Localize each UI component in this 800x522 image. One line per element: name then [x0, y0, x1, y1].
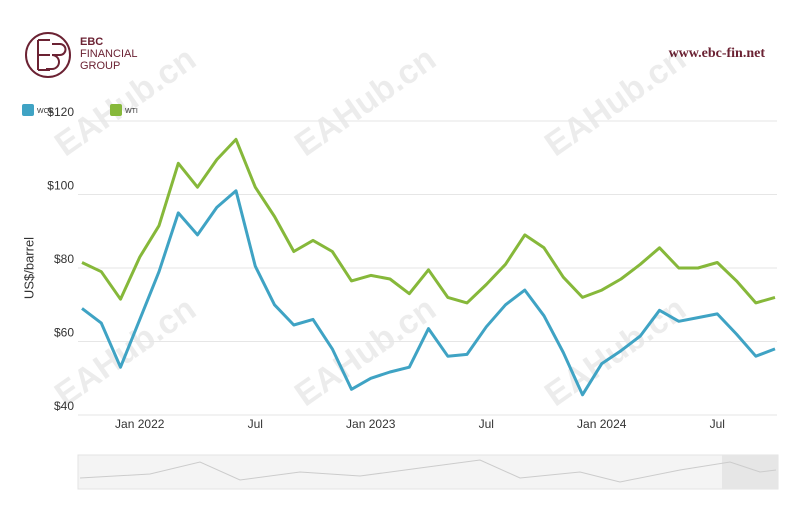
navigator-window: [722, 455, 778, 489]
brand-line: GROUP: [80, 60, 120, 72]
legend-label: WTI: [125, 108, 138, 115]
y-tick-label: $40: [54, 399, 74, 413]
x-tick-label: Jan 2023: [346, 417, 396, 431]
brand-url: www.ebc-fin.net: [669, 46, 766, 61]
watermark: EAHub.cn: [538, 290, 693, 414]
x-tick-label: Jan 2024: [577, 417, 627, 431]
logo-mark: [37, 39, 67, 71]
logo: EBC FINANCIAL GROUP: [25, 32, 137, 78]
brand-name: EBC: [80, 36, 103, 48]
navigator-line: [79, 459, 777, 483]
navigator-bg: [77, 454, 779, 490]
y-tick-label: $120: [47, 105, 74, 119]
watermark: EAHub.cn: [538, 40, 693, 164]
logo-ring: [25, 32, 71, 78]
x-tick-label: Jul: [248, 417, 263, 431]
x-tick-label: Jan 2022: [115, 417, 165, 431]
x-tick-label: Jul: [710, 417, 725, 431]
legend-swatch: [22, 104, 34, 116]
line-series: [81, 189, 776, 397]
line-series: [81, 137, 776, 305]
y-tick-label: $80: [54, 252, 74, 266]
legend-swatch: [110, 104, 122, 116]
y-tick-label: $100: [47, 179, 74, 193]
brand-line: FINANCIAL: [80, 48, 137, 60]
legend-label: WCS: [37, 108, 54, 115]
x-tick-label: Jul: [479, 417, 494, 431]
y-axis-label: US$/barrel: [21, 237, 36, 299]
y-tick-label: $60: [54, 326, 74, 340]
watermark: EAHub.cn: [288, 40, 443, 164]
watermark: EAHub.cn: [288, 290, 443, 414]
navigator: [77, 454, 779, 490]
